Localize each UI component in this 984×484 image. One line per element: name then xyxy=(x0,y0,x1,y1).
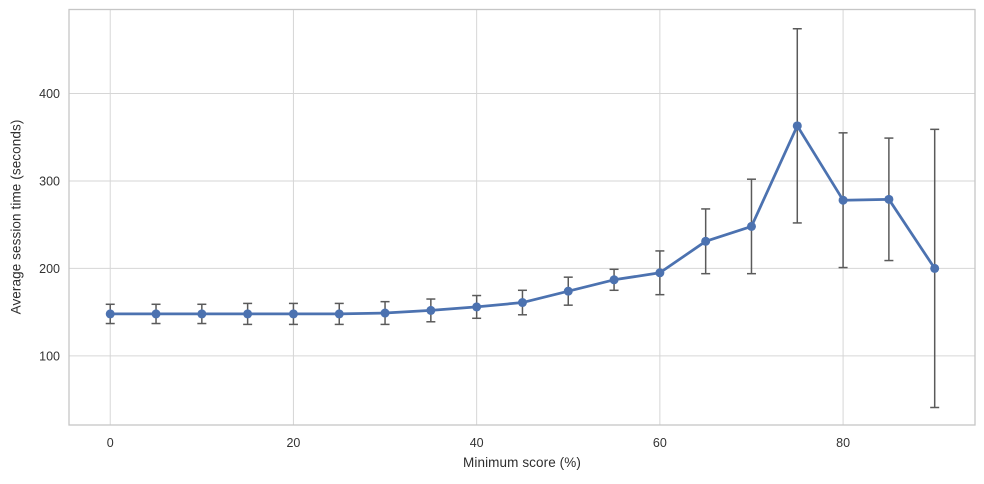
data-point xyxy=(426,305,436,315)
x-tick-label: 0 xyxy=(107,436,114,450)
data-point xyxy=(472,302,482,312)
data-point xyxy=(701,236,711,246)
y-tick-label: 300 xyxy=(39,174,60,188)
data-point xyxy=(884,194,894,204)
y-axis-label: Average session time (seconds) xyxy=(8,119,24,315)
data-point xyxy=(197,309,207,319)
data-point xyxy=(517,298,527,308)
y-tick-label: 400 xyxy=(39,87,60,101)
data-point xyxy=(563,286,573,296)
data-point xyxy=(930,263,940,273)
data-point xyxy=(243,309,253,319)
y-tick-label: 200 xyxy=(39,262,60,276)
data-point xyxy=(609,275,619,285)
x-tick-label: 20 xyxy=(286,436,300,450)
x-axis-label: Minimum score (%) xyxy=(463,455,581,470)
data-point xyxy=(334,309,344,319)
data-point xyxy=(838,195,848,205)
plot-border xyxy=(68,8,976,426)
series-line xyxy=(108,124,937,316)
data-points xyxy=(105,121,940,319)
grid-lines xyxy=(69,9,975,425)
data-point xyxy=(792,121,802,131)
x-tick-label: 60 xyxy=(653,436,667,450)
data-point xyxy=(655,268,665,278)
y-tick-label: 100 xyxy=(39,349,60,363)
data-point xyxy=(380,308,390,318)
x-tick-label: 40 xyxy=(470,436,484,450)
data-point xyxy=(151,309,161,319)
y-tick-labels: 100 200 300 400 xyxy=(39,87,60,363)
x-tick-label: 80 xyxy=(836,436,850,450)
data-point xyxy=(288,309,298,319)
data-point xyxy=(105,309,115,319)
data-point xyxy=(746,221,756,231)
error-bars xyxy=(105,27,940,409)
x-tick-labels: 0 20 40 60 80 xyxy=(107,436,850,450)
